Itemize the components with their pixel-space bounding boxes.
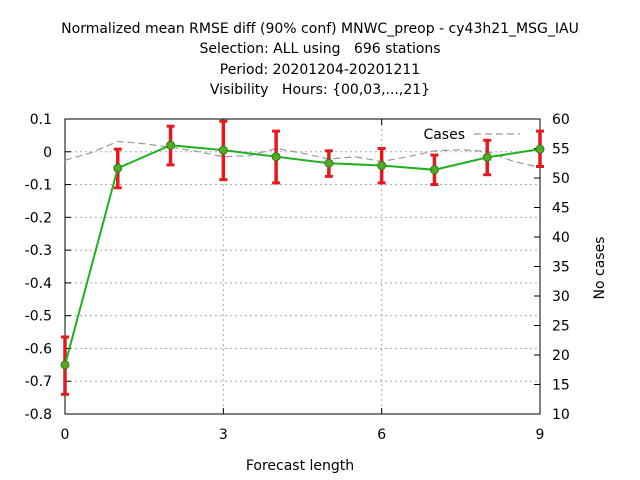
y-tick-label: -0.4 [25, 276, 52, 292]
y2-tick-label: 45 [552, 201, 570, 217]
y-tick-label: -0.8 [25, 407, 52, 423]
y2-tick-label: 60 [552, 112, 570, 128]
x-tick-label: 3 [219, 427, 228, 443]
title-line-4: Visibility Hours: {00,03,...,21} [209, 82, 431, 98]
rmse-point [377, 161, 387, 171]
rmse-point [271, 152, 281, 162]
rmse-line [64, 144, 541, 366]
cases-line [64, 140, 541, 168]
rmse-point [166, 140, 176, 150]
title-line-2: Selection: ALL using 696 stations [199, 41, 441, 57]
title-line-1: Normalized mean RMSE diff (90% conf) MNW… [61, 21, 579, 37]
title-line-3: Period: 20201204-20201211 [219, 62, 421, 78]
y2-tick-label: 50 [552, 171, 570, 187]
y-tick-label: -0.7 [25, 374, 52, 390]
y2-tick-label: 30 [552, 289, 570, 305]
y-tick-label: -0.5 [25, 309, 52, 325]
rmse-series [60, 140, 545, 370]
y2-tick-label: 55 [552, 142, 570, 158]
axis-ticks: 0 3 6 9 0.1 0 -0.1 -0.2 -0.3 -0.4 -0.5 -0.6 -0.7 -0.8… [25, 112, 570, 443]
x-axis-label: Forecast length [246, 458, 354, 474]
y-tick-label: -0.6 [25, 341, 52, 357]
rmse-point [429, 165, 439, 175]
rmse-point [324, 158, 334, 168]
plot-frame [64, 118, 541, 415]
y-tick-label: 0.1 [30, 112, 52, 128]
rmse-point [218, 145, 228, 155]
y2-tick-label: 25 [552, 319, 570, 335]
x-tick-label: 0 [61, 427, 70, 443]
y2-tick-label: 15 [552, 378, 570, 394]
legend: Cases [423, 127, 520, 143]
y2-tick-label: 20 [552, 348, 570, 364]
y2-tick-label: 10 [552, 407, 570, 423]
y-tick-label: 0 [43, 145, 52, 161]
legend-label-cases: Cases [423, 127, 465, 143]
y2-tick-label: 35 [552, 260, 570, 276]
rmse-point [535, 144, 545, 154]
y-tick-label: -0.2 [25, 210, 52, 226]
y-tick-label: -0.3 [25, 243, 52, 259]
y2-tick-label: 40 [552, 230, 570, 246]
rmse-point [113, 163, 123, 173]
x-tick-label: 6 [377, 427, 386, 443]
rmse-point [60, 360, 70, 370]
y2-axis-label: No cases [592, 237, 608, 300]
rmse-point [482, 152, 492, 162]
y-tick-label: -0.1 [25, 178, 52, 194]
grid-lines [65, 119, 540, 414]
x-tick-label: 9 [536, 427, 545, 443]
cases-series [64, 140, 541, 168]
